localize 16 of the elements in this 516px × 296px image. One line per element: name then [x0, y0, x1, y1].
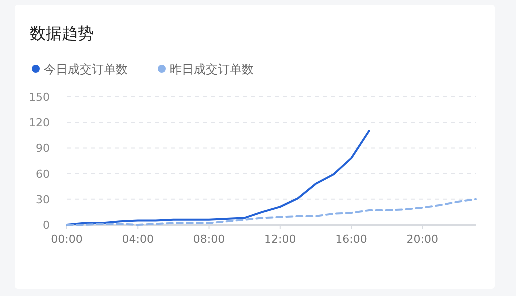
legend-label: 今日成交订单数 — [44, 62, 128, 76]
y-tick-label: 150 — [29, 91, 50, 104]
legend-label: 昨日成交订单数 — [170, 62, 254, 76]
x-tick-label: 20:00 — [406, 233, 439, 246]
x-tick-label: 08:00 — [193, 233, 226, 246]
x-tick-label: 04:00 — [122, 233, 154, 246]
y-tick-label: 0 — [43, 219, 50, 232]
x-tick-label: 16:00 — [336, 233, 368, 246]
line-series — [66, 198, 477, 226]
y-tick-label: 60 — [36, 168, 50, 181]
y-tick-label: 90 — [36, 142, 50, 156]
y-tick-label: 120 — [29, 116, 50, 130]
x-tick-label: 12:00 — [264, 233, 296, 246]
y-tick-label: 30 — [36, 193, 50, 206]
chart-title: 数据趋势 — [30, 24, 94, 43]
x-tick-label: 00:00 — [51, 233, 83, 246]
